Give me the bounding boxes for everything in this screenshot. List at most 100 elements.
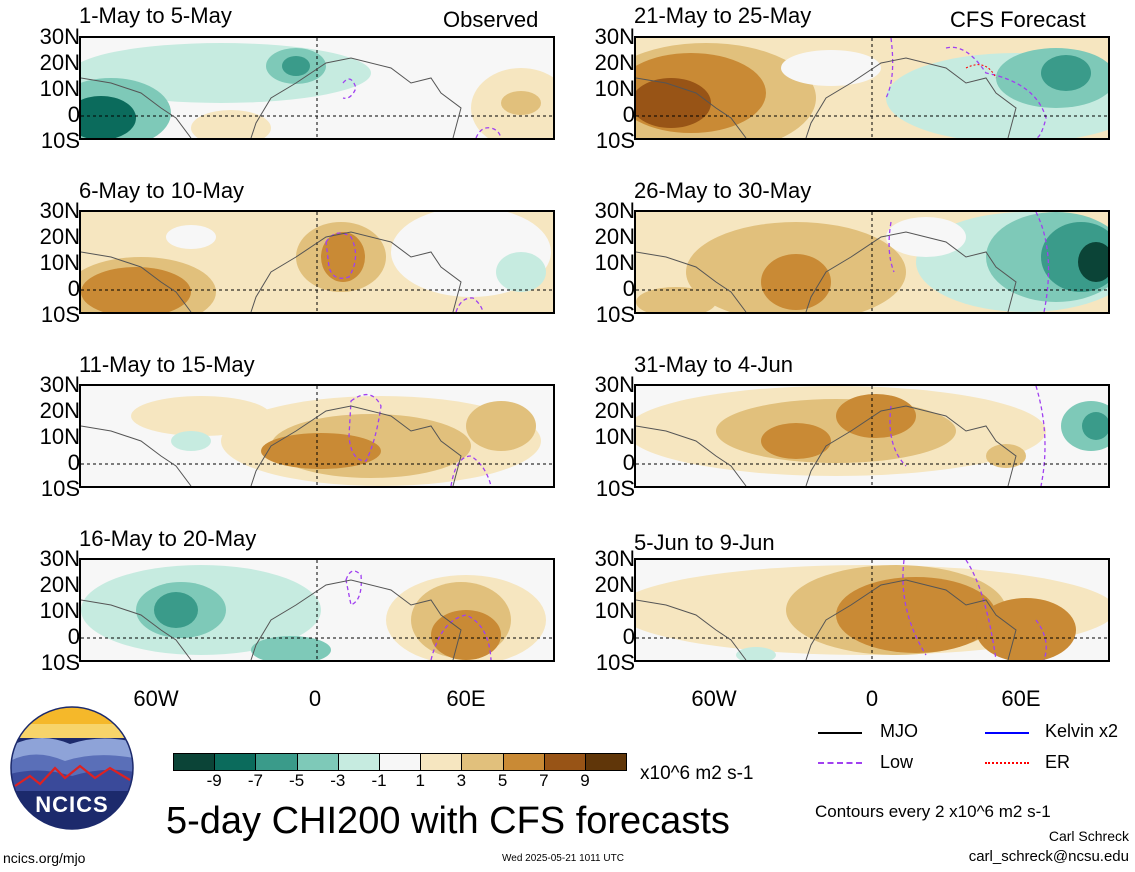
colorbar-tick-label: -1 xyxy=(371,771,387,790)
colorbar-swatch xyxy=(502,753,545,771)
lon-label-0-right: 0 xyxy=(865,686,879,711)
map-panel-1 xyxy=(79,36,555,140)
logo-text: NCICS xyxy=(35,792,109,817)
legend-er-line xyxy=(985,762,1029,764)
author: Carl Schreck xyxy=(1048,828,1129,844)
lat-label-20n-r3-c2: 20N xyxy=(594,398,635,423)
colorbar-tick-label: 7 xyxy=(539,771,549,790)
lat-label-10s-r4-c1: 10S xyxy=(40,650,80,675)
lat-label-0-r4-c1: 0 xyxy=(67,624,80,649)
lat-label-20n-r1-c1: 20N xyxy=(39,50,80,75)
map-panel-2 xyxy=(79,210,555,314)
lat-label-10s-r3-c1: 10S xyxy=(40,476,80,501)
lat-label-10n-r3-c1: 10N xyxy=(39,424,80,449)
lat-label-10n-r1-c1: 10N xyxy=(39,76,80,101)
legend-er-label: ER xyxy=(1045,752,1071,772)
lat-label-10s-r3-c2: 10S xyxy=(595,476,635,501)
lat-label-10n-r1-c2: 10N xyxy=(594,76,635,101)
colorbar-tick-label: -9 xyxy=(206,771,222,790)
colorbar-swatch xyxy=(420,753,463,771)
main-title: 5-day CHI200 with CFS forecasts xyxy=(166,800,730,842)
colorbar-tick-label: 5 xyxy=(497,771,508,790)
panel-title-4: 16-May to 20-May xyxy=(79,526,257,551)
email: carl_schreck@ncsu.edu xyxy=(968,848,1129,865)
lat-label-30n-r3-c2: 30N xyxy=(594,372,635,397)
site-url[interactable]: ncics.org/mjo xyxy=(3,850,86,866)
legend-mjo-label: MJO xyxy=(880,721,918,741)
lat-label-20n-r4-c1: 20N xyxy=(39,572,80,597)
lat-label-10s-r2-c1: 10S xyxy=(40,302,80,327)
map-panel-8 xyxy=(634,558,1110,662)
lat-label-20n-r3-c1: 20N xyxy=(39,398,80,423)
lat-label-10n-r4-c2: 10N xyxy=(594,598,635,623)
lon-label-0-left: 0 xyxy=(308,686,322,711)
colorbar-swatch xyxy=(255,753,298,771)
colorbar-swatch xyxy=(296,753,339,771)
colorbar-tick-label: -3 xyxy=(330,771,346,790)
lat-label-10s-r1-c1: 10S xyxy=(40,128,80,153)
contours-note: Contours every 2 x10^6 m2 s-1 xyxy=(815,802,1051,821)
panel-title-1: 1-May to 5-May xyxy=(79,3,232,28)
lon-label-60e-left: 60E xyxy=(446,686,486,711)
colorbar-tick-label: 9 xyxy=(580,771,590,790)
lat-label-30n-r3-c1: 30N xyxy=(39,372,80,397)
colorbar-tick-label: 1 xyxy=(415,771,425,790)
colorbar-swatch xyxy=(543,753,586,771)
cfs-forecast-label: CFS Forecast xyxy=(950,7,1086,32)
colorbar-swatch xyxy=(337,753,380,771)
legend-low-line xyxy=(818,762,862,764)
lat-label-20n-r1-c2: 20N xyxy=(594,50,635,75)
lat-label-10n-r4-c1: 10N xyxy=(39,598,80,623)
panel-title-7: 31-May to 4-Jun xyxy=(634,352,793,377)
colorbar-tick-label: 3 xyxy=(456,771,467,790)
lat-label-0-r1-c2: 0 xyxy=(622,102,635,127)
lat-label-10s-r1-c2: 10S xyxy=(595,128,635,153)
lat-label-10s-r4-c2: 10S xyxy=(595,650,635,675)
colorbar-swatch xyxy=(585,753,628,771)
timestamp: Wed 2025-05-21 1011 UTC xyxy=(502,853,624,864)
lon-label-60w-right: 60W xyxy=(691,686,737,711)
lat-label-0-r3-c2: 0 xyxy=(622,450,635,475)
colorbar-swatch xyxy=(379,753,422,771)
panel-title-3: 11-May to 15-May xyxy=(79,352,255,377)
lat-label-0-r2-c2: 0 xyxy=(622,276,635,301)
colorbar-swatch xyxy=(173,753,216,771)
panel-title-5: 21-May to 25-May xyxy=(634,3,812,28)
map-panel-5 xyxy=(634,36,1110,140)
lat-label-10n-r3-c2: 10N xyxy=(594,424,635,449)
lat-label-0-r2-c1: 0 xyxy=(67,276,80,301)
legend-kelvin-label: Kelvin x2 xyxy=(1045,721,1119,741)
map-panel-4 xyxy=(79,558,555,662)
colorbar-swatch xyxy=(461,753,504,771)
lat-label-30n-r4-c1: 30N xyxy=(39,546,80,571)
panel-title-6: 26-May to 30-May xyxy=(634,178,812,203)
map-panel-6 xyxy=(634,210,1110,314)
colorbar-tick-label: -7 xyxy=(247,771,263,790)
lat-label-0-r1-c1: 0 xyxy=(67,102,80,127)
lat-label-0-r3-c1: 0 xyxy=(67,450,80,475)
map-panel-3 xyxy=(79,384,555,488)
lat-label-20n-r2-c1: 20N xyxy=(39,224,80,249)
colorbar-units: x10^6 m2 s-1 xyxy=(640,763,754,784)
colorbar-swatch xyxy=(214,753,257,771)
ncics-logo: NCICS xyxy=(10,706,134,830)
lat-label-10n-r2-c1: 10N xyxy=(39,250,80,275)
lat-label-30n-r2-c2: 30N xyxy=(594,198,635,223)
legend-kelvin-line xyxy=(985,732,1029,734)
lat-label-30n-r1-c2: 30N xyxy=(594,24,635,49)
colorbar-tick-label: -5 xyxy=(289,771,305,790)
lat-label-0-r4-c2: 0 xyxy=(622,624,635,649)
lat-label-30n-r4-c2: 30N xyxy=(594,546,635,571)
legend-mjo-line xyxy=(818,732,862,734)
lat-label-10s-r2-c2: 10S xyxy=(595,302,635,327)
lon-label-60w-left: 60W xyxy=(133,686,179,711)
lat-label-20n-r2-c2: 20N xyxy=(594,224,635,249)
legend-low-label: Low xyxy=(880,752,914,772)
lat-label-10n-r2-c2: 10N xyxy=(594,250,635,275)
lat-label-20n-r4-c2: 20N xyxy=(594,572,635,597)
observed-label: Observed xyxy=(443,7,539,32)
lon-label-60e-right: 60E xyxy=(1001,686,1041,711)
panel-title-8: 5-Jun to 9-Jun xyxy=(634,530,775,555)
lat-label-30n-r2-c1: 30N xyxy=(39,198,80,223)
panel-title-2: 6-May to 10-May xyxy=(79,178,245,203)
